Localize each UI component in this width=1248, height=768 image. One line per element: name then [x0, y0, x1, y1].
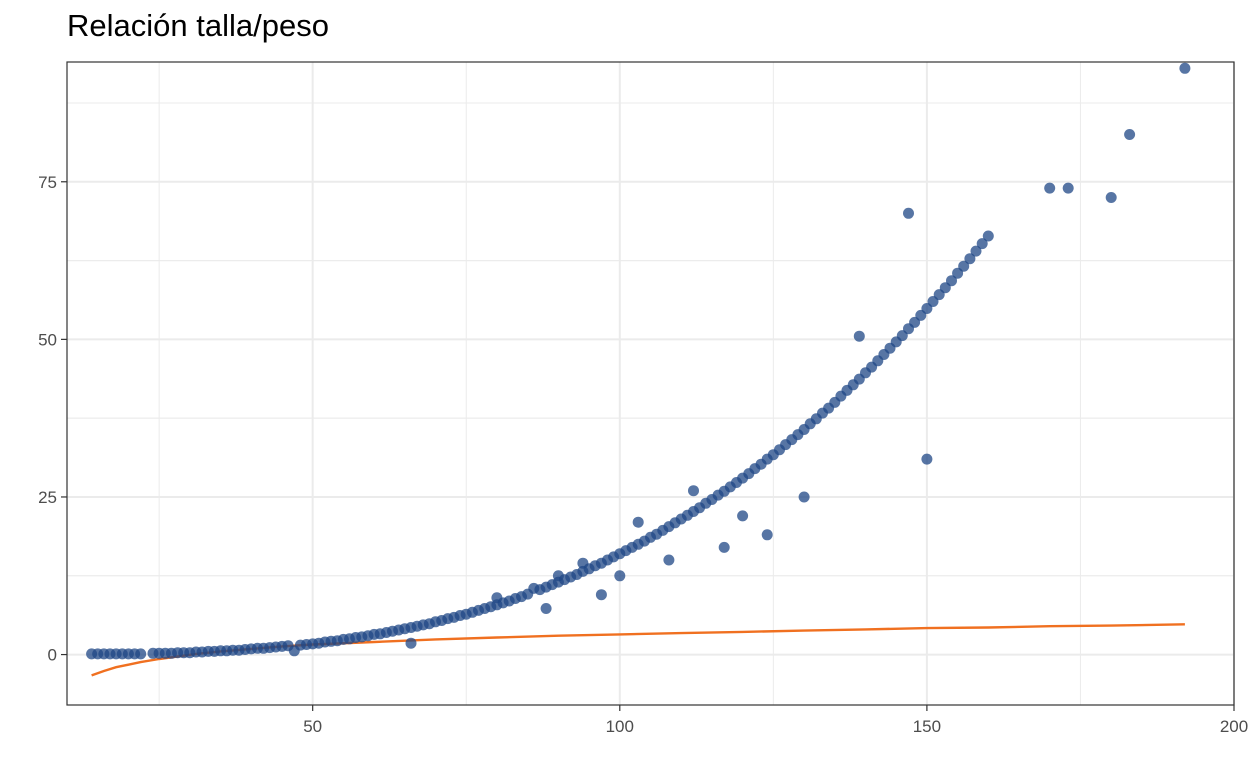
scatter-point	[1105, 192, 1117, 203]
y-tick-label: 25	[38, 488, 57, 507]
scatter-point	[135, 648, 147, 660]
scatter-point	[540, 603, 552, 614]
scatter-point	[663, 554, 675, 566]
scatter-point	[921, 453, 933, 465]
scatter-point	[798, 491, 810, 503]
scatter-point	[614, 570, 626, 582]
scatter-points-layer	[86, 62, 1191, 660]
scatter-point	[688, 485, 699, 497]
scatter-point	[1044, 182, 1056, 194]
plot-border	[66, 61, 1235, 706]
scatter-point	[964, 253, 976, 265]
plot-frame	[66, 61, 1235, 706]
scatter-point	[946, 275, 957, 287]
x-tick-label: 50	[303, 717, 322, 736]
x-tick-label: 200	[1220, 717, 1248, 736]
x-tick-label: 100	[606, 717, 634, 736]
x-axis: 50 100 150 200	[303, 705, 1248, 736]
regression-line	[91, 623, 1185, 677]
scatter-point	[761, 529, 773, 541]
scatter-point	[1179, 62, 1191, 74]
y-tick-label: 0	[48, 646, 57, 665]
scatter-point	[970, 245, 982, 257]
scatter-point	[903, 207, 914, 219]
grid-minor	[67, 62, 1234, 705]
x-tick-label: 150	[913, 717, 941, 736]
y-tick-label: 50	[38, 330, 57, 349]
scatter-point	[1124, 129, 1136, 140]
scatter-point	[958, 260, 970, 272]
y-axis: 0 25 50 75	[38, 173, 67, 665]
scatter-point	[1062, 182, 1074, 194]
y-tick-label: 75	[38, 173, 57, 192]
scatter-point	[853, 330, 865, 342]
chart-title: Relación talla/peso	[67, 8, 329, 43]
scatter-point	[737, 510, 749, 522]
grid-major	[67, 62, 1235, 705]
scatter-point	[976, 238, 988, 250]
scatter-point	[405, 637, 417, 649]
scatter-point	[595, 589, 607, 601]
regression-line-layer	[91, 623, 1185, 677]
scatter-point	[982, 230, 994, 242]
scatter-point	[718, 541, 730, 553]
scatter-point	[632, 516, 644, 528]
